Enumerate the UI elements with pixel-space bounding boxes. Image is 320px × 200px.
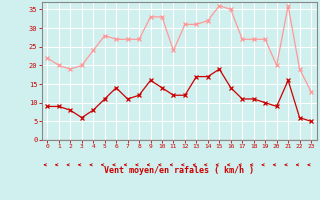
X-axis label: Vent moyen/en rafales ( km/h ): Vent moyen/en rafales ( km/h )	[104, 166, 254, 175]
